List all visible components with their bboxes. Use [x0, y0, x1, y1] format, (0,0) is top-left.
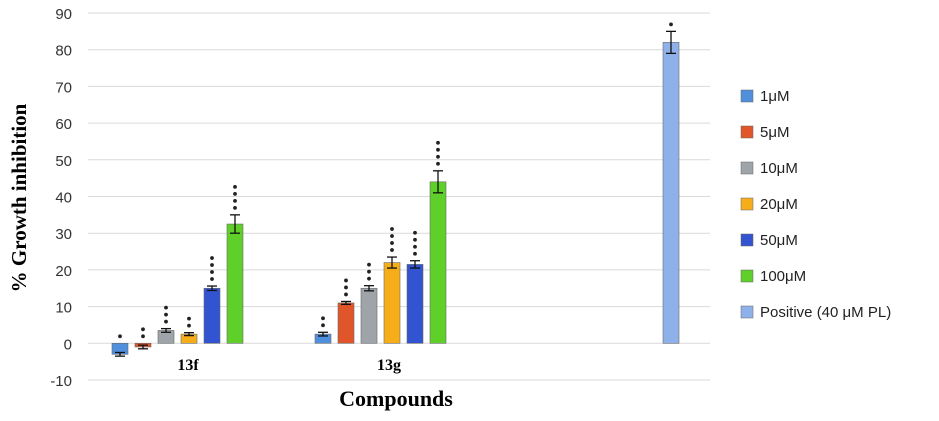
significance-star: [413, 230, 417, 235]
legend-label: 5μM: [760, 124, 789, 141]
significance-star: [233, 191, 237, 196]
legend-swatch: [740, 125, 754, 139]
significance-star: [344, 278, 348, 283]
bars: [111, 22, 680, 357]
y-axis: -10 0 10 20 30 40 50 60 70 80 90: [50, 6, 72, 390]
legend-label: 100μM: [760, 268, 806, 285]
significance-star: [118, 334, 122, 339]
significance-star: [141, 334, 145, 339]
y-tick-label: 30: [55, 226, 72, 243]
significance-star: [367, 262, 371, 267]
significance-star: [210, 270, 214, 274]
legend-label: 20μM: [760, 196, 798, 213]
significance-star: [187, 323, 191, 328]
category-labels: 13f 13g: [177, 357, 401, 374]
legend-label: 1μM: [760, 88, 789, 105]
category-label: 13g: [377, 357, 401, 374]
significance-star: [210, 256, 214, 260]
significance-star: [187, 316, 191, 321]
significance-star: [164, 319, 168, 324]
legend-swatch: [740, 233, 754, 247]
bar: [662, 42, 680, 344]
significance-star: [390, 248, 394, 252]
significance-star: [210, 263, 214, 267]
y-tick-label: 70: [55, 79, 72, 96]
significance-star: [413, 244, 417, 249]
x-axis-title: Compounds: [339, 386, 453, 411]
significance-star: [413, 237, 417, 242]
legend-swatch: [740, 269, 754, 283]
y-axis-title: % Growth inhibition: [7, 103, 31, 292]
significance-star: [141, 327, 145, 332]
significance-star: [344, 285, 348, 290]
bar: [360, 287, 378, 344]
bar: [429, 181, 447, 344]
y-tick-label: 90: [55, 6, 72, 23]
significance-star: [321, 323, 325, 328]
y-tick-label: 80: [55, 43, 72, 60]
significance-star: [436, 140, 440, 145]
y-tick-label: 50: [55, 153, 72, 170]
legend-swatch: [740, 161, 754, 175]
y-tick-label: -10: [50, 373, 72, 390]
y-tick-label: 0: [64, 336, 72, 353]
significance-star: [321, 316, 325, 321]
legend-swatch: [740, 305, 754, 319]
legend-label: 50μM: [760, 232, 798, 249]
legend-swatch: [740, 197, 754, 211]
bar: [337, 302, 355, 344]
significance-star: [367, 269, 371, 274]
significance-star: [233, 184, 237, 189]
legend-label: Positive (40 μM PL): [760, 304, 891, 321]
y-tick-label: 20: [55, 263, 72, 280]
significance-star: [669, 22, 673, 27]
category-label: 13f: [177, 357, 199, 374]
legend-label: 10μM: [760, 160, 798, 177]
significance-star: [344, 292, 348, 297]
significance-star: [210, 277, 214, 281]
significance-star: [233, 205, 237, 210]
significance-star: [367, 276, 371, 281]
significance-star: [164, 312, 168, 317]
y-tick-label: 10: [55, 300, 72, 317]
legend: 1μM 5μM 10μM 20μM 50μM 100μM Positive (40 μM P…: [740, 88, 891, 321]
significance-star: [436, 161, 440, 166]
significance-star: [436, 154, 440, 159]
significance-star: [164, 305, 168, 310]
significance-star: [390, 227, 394, 231]
bar: [226, 223, 244, 344]
significance-star: [413, 251, 417, 256]
significance-star: [390, 234, 394, 238]
y-tick-label: 60: [55, 116, 72, 133]
bar: [406, 264, 424, 344]
bar: [203, 287, 221, 344]
y-tick-label: 40: [55, 190, 72, 207]
significance-star: [436, 147, 440, 152]
significance-star: [390, 241, 394, 245]
legend-swatch: [740, 89, 754, 103]
bar: [383, 262, 401, 344]
significance-star: [233, 198, 237, 203]
